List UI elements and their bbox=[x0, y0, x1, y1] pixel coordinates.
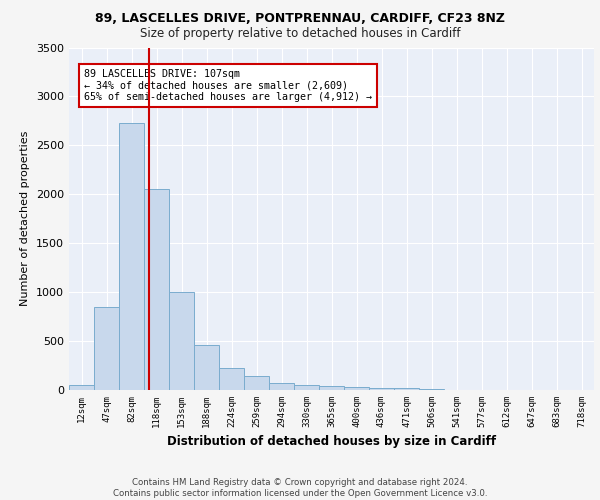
Bar bbox=[70, 384, 94, 390]
Bar bbox=[145, 190, 169, 390]
Bar bbox=[119, 124, 143, 390]
Bar bbox=[394, 388, 419, 390]
Bar bbox=[370, 388, 394, 390]
Bar bbox=[194, 346, 218, 390]
Bar bbox=[220, 368, 244, 390]
Bar bbox=[169, 292, 194, 390]
Bar bbox=[295, 384, 319, 390]
Bar bbox=[244, 376, 269, 390]
Bar bbox=[269, 383, 293, 390]
Bar bbox=[344, 387, 368, 390]
Bar bbox=[319, 386, 344, 390]
Bar bbox=[419, 389, 443, 390]
Text: Size of property relative to detached houses in Cardiff: Size of property relative to detached ho… bbox=[140, 28, 460, 40]
X-axis label: Distribution of detached houses by size in Cardiff: Distribution of detached houses by size … bbox=[167, 436, 496, 448]
Y-axis label: Number of detached properties: Number of detached properties bbox=[20, 131, 31, 306]
Text: 89 LASCELLES DRIVE: 107sqm
← 34% of detached houses are smaller (2,609)
65% of s: 89 LASCELLES DRIVE: 107sqm ← 34% of deta… bbox=[83, 69, 371, 102]
Text: 89, LASCELLES DRIVE, PONTPRENNAU, CARDIFF, CF23 8NZ: 89, LASCELLES DRIVE, PONTPRENNAU, CARDIF… bbox=[95, 12, 505, 26]
Text: Contains HM Land Registry data © Crown copyright and database right 2024.
Contai: Contains HM Land Registry data © Crown c… bbox=[113, 478, 487, 498]
Bar bbox=[94, 307, 119, 390]
